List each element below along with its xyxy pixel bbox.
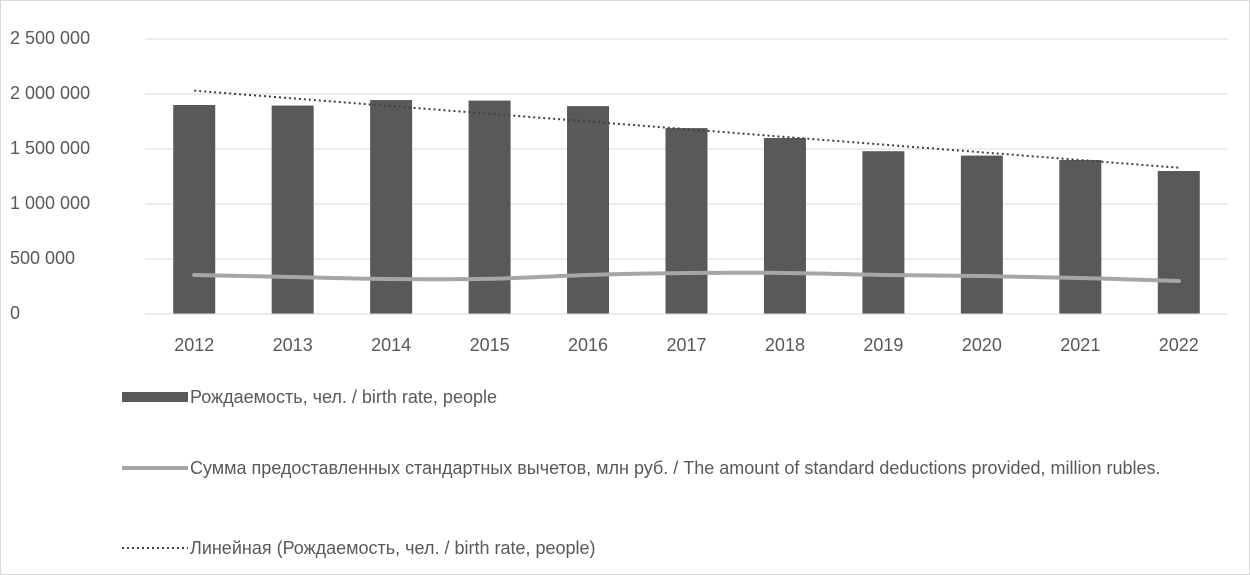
y-tick-label: 500 000 <box>10 248 75 268</box>
x-tick-label: 2016 <box>568 335 608 355</box>
x-tick-label: 2012 <box>174 335 214 355</box>
x-tick-label: 2018 <box>765 335 805 355</box>
legend-item: Рождаемость, чел. / birth rate, people <box>120 384 1170 410</box>
y-tick-label: 0 <box>10 303 20 323</box>
y-tick-label: 1 000 000 <box>10 193 90 213</box>
legend-label: Линейная (Рождаемость, чел. / birth rate… <box>190 538 596 558</box>
x-tick-label: 2021 <box>1060 335 1100 355</box>
x-tick-label: 2015 <box>470 335 510 355</box>
x-tick-label: 2019 <box>863 335 903 355</box>
y-tick-label: 1 500 000 <box>10 138 90 158</box>
x-tick-label: 2014 <box>371 335 411 355</box>
bar <box>567 106 610 314</box>
legend-label: Рождаемость, чел. / birth rate, people <box>190 387 497 407</box>
bar <box>665 128 708 314</box>
y-tick-label: 2 500 000 <box>10 28 90 48</box>
legend-swatch <box>122 466 188 470</box>
bar <box>1059 160 1102 314</box>
bar <box>370 100 413 314</box>
legend-swatch <box>122 392 188 402</box>
bar <box>173 105 216 314</box>
y-tick-label: 2 000 000 <box>10 83 90 103</box>
x-tick-label: 2017 <box>666 335 706 355</box>
legend-swatch <box>122 547 188 549</box>
bar <box>468 100 511 314</box>
legend-item: Сумма предоставленных стандартных вычето… <box>120 455 1170 481</box>
bar <box>960 155 1003 314</box>
bar <box>1157 171 1200 314</box>
x-tick-label: 2022 <box>1159 335 1199 355</box>
legend-label: Сумма предоставленных стандартных вычето… <box>190 458 1161 478</box>
x-tick-label: 2013 <box>273 335 313 355</box>
line <box>192 270 1181 283</box>
bar <box>271 105 314 314</box>
bar <box>862 151 905 314</box>
legend-item: Линейная (Рождаемость, чел. / birth rate… <box>120 535 1170 561</box>
x-tick-label: 2020 <box>962 335 1002 355</box>
bar <box>763 138 806 314</box>
